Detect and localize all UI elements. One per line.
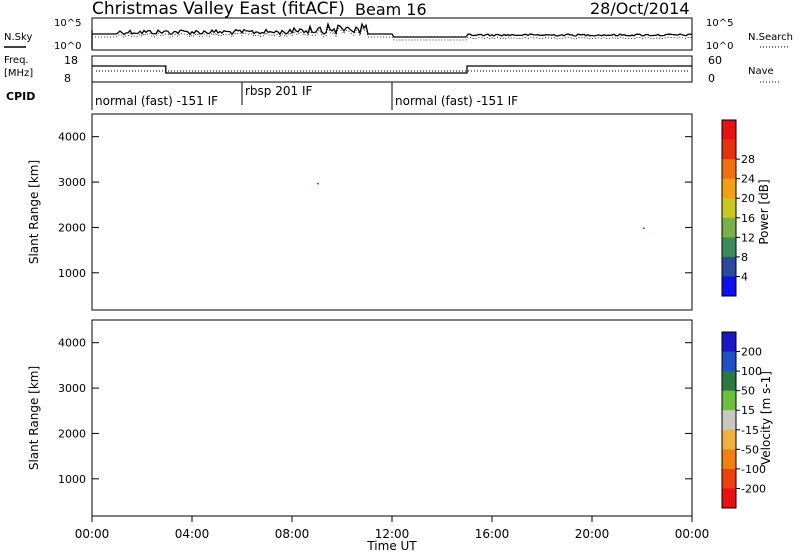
colorbar-segment [722,390,736,411]
noise-right-label: N.Search [748,32,793,43]
freq-line [92,65,692,74]
colorbar-tick-label: -100 [741,463,766,476]
power-ylabel: Slant Range [km] [27,160,41,264]
freq-series [92,65,692,74]
velocity-panel-frame [91,319,693,517]
colorbar-tick-label: 8 [741,251,748,264]
xtick-label: 00:00 [675,527,710,541]
colorbar-tick-label: 50 [741,385,755,398]
colorbar-segment [722,237,736,258]
freq-label-line2: [MHz] [4,68,33,79]
colorbar-tick-label: 20 [741,192,755,205]
colorbar-tick-label: 4 [741,270,748,283]
xtick-label: 04:00 [175,527,210,541]
xtick-label: 12:00 [375,527,410,541]
colorbar-tick-label: 28 [741,153,755,166]
power-yticks: 1000 2000 3000 4000 [58,131,692,280]
data-cell [642,227,645,230]
colorbar-segment [722,410,736,431]
colorbar-segment [722,276,736,297]
ytick-label: 2000 [58,221,86,234]
colorbar-segment [722,159,736,180]
beam-label: Beam 16 [355,0,427,19]
colorbar-tick-label: 12 [741,231,755,244]
ytick-label: 1000 [58,473,86,486]
colorbar-segment [722,371,736,392]
freq-tick-top: 18 [64,54,78,67]
colorbar-segment [722,139,736,160]
x-axis-ticks: 00:00 04:00 08:00 12:00 16:00 20:00 00:00 [75,516,710,541]
cpid-segment-0: normal (fast) -151 IF [95,94,218,108]
noise-right-tick-top: 10^5 [706,18,733,29]
colorbar-segment [722,449,736,470]
ytick-label: 3000 [58,176,86,189]
xtick-label: 16:00 [475,527,510,541]
ytick-label: 3000 [58,382,86,395]
noise-left-label: N.Sky [4,32,32,43]
data-cell [316,182,319,185]
colorbar-frame [721,331,737,509]
colorbar-segment [722,351,736,372]
xtick-label: 08:00 [275,527,310,541]
xtick-label: 20:00 [575,527,610,541]
colorbar-segment [722,488,736,509]
colorbar-segment [722,468,736,489]
ytick-label: 4000 [58,131,86,144]
colorbar-tick-label: -200 [741,482,766,495]
xtick-label: 00:00 [75,527,110,541]
power-panel-frame [91,113,693,311]
nave-label: Nave [748,66,774,77]
cpid-segment-1: rbsp 201 IF [245,84,312,98]
noise-left-tick-top: 10^5 [54,18,81,29]
ytick-label: 2000 [58,427,86,440]
colorbar-segment [722,198,736,219]
power-data-layer [316,182,645,230]
colorbar-segment [722,256,736,277]
colorbar-tick-label: 24 [741,173,755,186]
velocity-yticks: 1000 2000 3000 4000 [58,337,692,486]
noise-right-tick-bottom: 10^0 [706,41,733,52]
cpid-label: CPID [6,90,35,103]
velocity-colorbar: 200 100 50 15 -15 -50 -100 -200 [721,331,766,509]
x-axis-label: Time UT [366,539,417,553]
ytick-label: 1000 [58,267,86,280]
colorbar-tick-label: 100 [741,365,762,378]
colorbar-tick-label: 15 [741,404,755,417]
noise-left-tick-bottom: 10^0 [54,41,81,52]
noise-sky-line [91,21,693,49]
colorbar-segment [722,120,736,141]
colorbar-segment [722,178,736,199]
colorbar-tick-label: -15 [741,424,759,437]
freq-label-line1: Freq. [4,55,29,66]
freq-panel-frame [91,55,693,83]
colorbar-segment [722,429,736,450]
freq-tick-bottom: 8 [64,72,71,85]
cpid-segment-2: normal (fast) -151 IF [395,94,518,108]
nave-tick-top: 60 [708,54,722,67]
colorbar-segment [722,217,736,238]
colorbar-frame [721,119,737,297]
ytick-label: 4000 [58,337,86,350]
velocity-ylabel: Slant Range [km] [27,366,41,470]
colorbar-segment [722,332,736,353]
nave-tick-bottom: 0 [708,72,715,85]
velocity-colorbar-label: Velocity [m s-1] [759,371,773,465]
power-colorbar: 4 8 12 16 20 24 28 [721,119,755,297]
plot-title: Christmas Valley East (fitACF) [92,0,345,19]
colorbar-tick-label: 200 [741,346,762,359]
power-colorbar-label: Power [dB] [757,179,771,244]
date-label: 28/Oct/2014 [590,0,690,18]
noise-series [91,21,693,49]
colorbar-tick-label: 16 [741,212,755,225]
colorbar-tick-label: -50 [741,443,759,456]
